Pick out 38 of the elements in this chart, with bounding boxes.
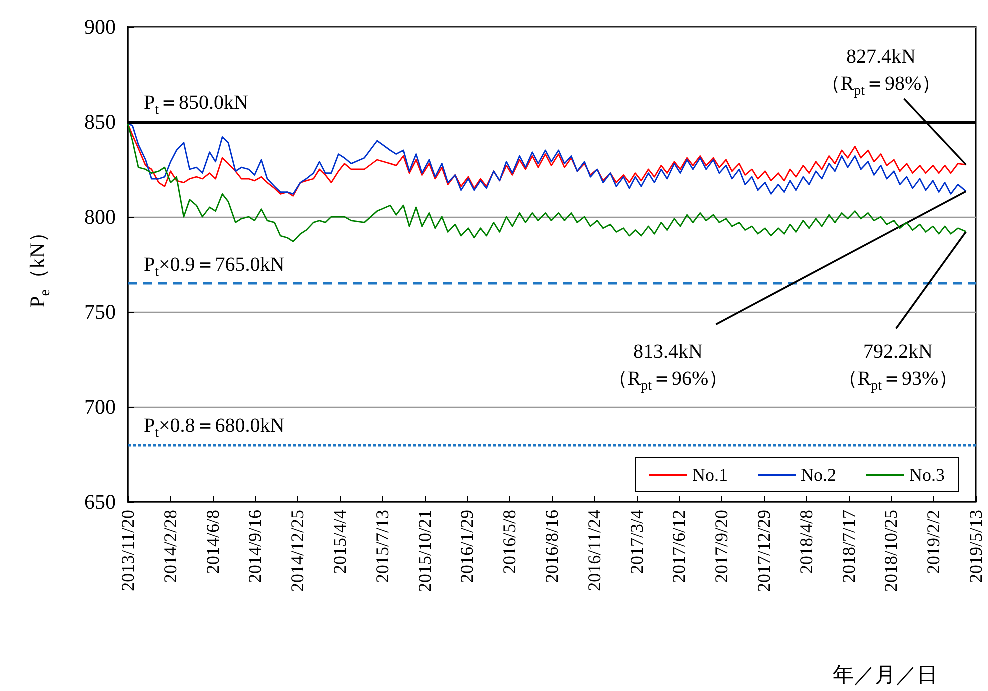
y-tick-label: 800 — [84, 205, 116, 229]
x-tick-label: 2014/2/28 — [160, 510, 180, 584]
y-tick-label: 850 — [84, 110, 116, 134]
x-tick-label: 2018/4/8 — [796, 510, 816, 574]
annotation: 827.4kN （R$_{pt}$＝98%） — [820, 45, 942, 101]
x-tick-label: 2014/9/16 — [245, 510, 266, 584]
annotation: 813.4kN （R$_{pt}$＝96%） — [608, 340, 729, 396]
x-tick-label: 2017/3/4 — [626, 510, 647, 574]
line-series — [127, 123, 967, 242]
x-tick-label: 2016/1/29 — [457, 510, 478, 584]
x-tick-label: 2013/11/20 — [118, 510, 138, 592]
x-tick-label: 2016/8/16 — [542, 510, 562, 584]
y-tick-label: 750 — [84, 300, 116, 324]
x-tick-label: 2018/7/17 — [838, 510, 859, 584]
x-tick-label: 2017/6/12 — [669, 510, 690, 584]
x-tick-label: 2019/2/2 — [924, 510, 944, 574]
legend-label: No.1 — [692, 465, 728, 485]
x-tick-label: 2014/12/25 — [288, 510, 308, 592]
x-tick-label: 2019/5/13 — [966, 510, 986, 584]
y-tick-label: 650 — [84, 490, 116, 514]
y-tick-label: 900 — [84, 15, 116, 39]
legend-label: No.2 — [801, 465, 836, 485]
ref-line-label: P$_{t}$×0.9＝765.0kN — [144, 252, 285, 282]
x-tick-label: 2016/5/8 — [500, 510, 520, 574]
x-tick-label: 2014/6/8 — [202, 510, 223, 574]
annotation: 792.2kN （R$_{pt}$＝93%） — [838, 340, 959, 396]
x-tick-label: 2016/11/24 — [584, 510, 604, 592]
x-tick-label: 2018/10/25 — [881, 510, 902, 592]
x-tick-label: 2017/9/20 — [712, 510, 732, 584]
y-tick-label: 700 — [84, 395, 116, 419]
x-axis-title: 年／月／日 — [833, 662, 938, 689]
x-tick-label: 2015/10/21 — [414, 510, 435, 592]
x-tick-label: 2017/12/29 — [754, 510, 774, 592]
x-tick-label: 2015/4/4 — [330, 510, 350, 574]
ref-line-label: P$_{t}$＝850.0kN — [144, 91, 248, 120]
ref-line-label: P$_{t}$×0.8＝680.0kN — [144, 414, 285, 443]
legend-label: No.3 — [910, 465, 945, 485]
x-tick-label: 2015/7/13 — [372, 510, 392, 584]
